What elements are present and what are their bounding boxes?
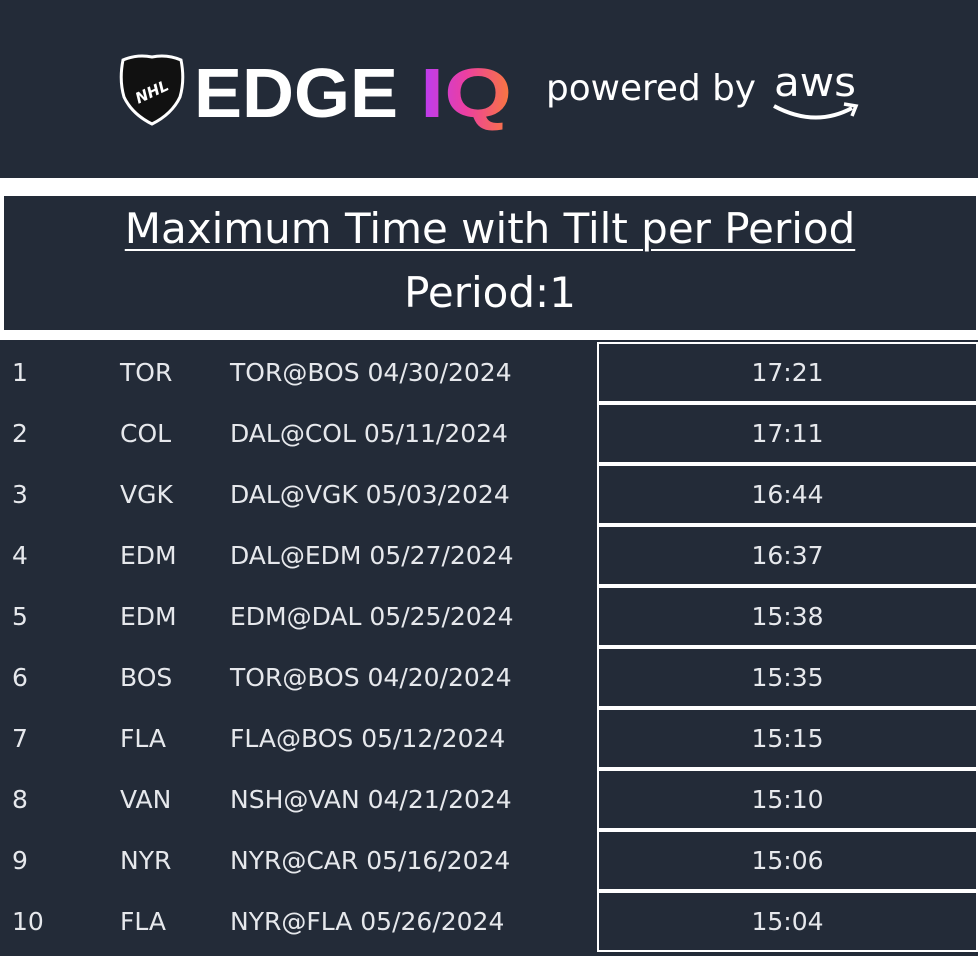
table: 1 TOR TOR@BOS 04/30/2024 17:21 2 COL DAL@COL 0… <box>0 340 978 956</box>
rank: 7 <box>12 724 28 753</box>
table-row: 9 NYR NYR@CAR 05/16/2024 15:06 <box>0 830 978 891</box>
team: EDM <box>120 541 177 570</box>
rank: 5 <box>12 602 28 631</box>
time: 15:04 <box>751 907 824 936</box>
table-row: 1 TOR TOR@BOS 04/30/2024 17:21 <box>0 342 978 403</box>
game: FLA@BOS 05/12/2024 <box>230 724 506 753</box>
table-row: 4 EDM DAL@EDM 05/27/2024 16:37 <box>0 525 978 586</box>
powered-by: powered by <box>546 68 756 109</box>
game: DAL@COL 05/11/2024 <box>230 419 508 448</box>
rank: 9 <box>12 846 28 875</box>
time: 15:35 <box>751 663 824 692</box>
table-row: 6 BOS TOR@BOS 04/20/2024 15:35 <box>0 647 978 708</box>
header-logos: NHL EDGE IQ powered by aws <box>119 54 859 132</box>
game: TOR@BOS 04/20/2024 <box>230 663 512 692</box>
time-cell: 16:37 <box>597 525 978 586</box>
brand-text: EDGE <box>194 54 398 132</box>
game: NYR@CAR 05/16/2024 <box>230 846 511 875</box>
team: FLA <box>120 907 166 936</box>
aws-text: aws <box>774 60 856 106</box>
rank: 6 <box>12 663 28 692</box>
time-cell: 17:11 <box>597 403 978 464</box>
time: 15:06 <box>751 846 824 875</box>
time: 15:38 <box>751 602 824 631</box>
time-cell: 17:21 <box>597 342 978 403</box>
time: 17:11 <box>751 419 824 448</box>
table-row: 2 COL DAL@COL 05/11/2024 17:11 <box>0 403 978 464</box>
time: 15:10 <box>751 785 824 814</box>
time: 16:37 <box>751 541 824 570</box>
time-cell: 15:06 <box>597 830 978 891</box>
time-cell: 15:10 <box>597 769 978 830</box>
table-row: 8 VAN NSH@VAN 04/21/2024 15:10 <box>0 769 978 830</box>
time-cell: 15:04 <box>597 891 978 952</box>
rank: 2 <box>12 419 28 448</box>
table-row: 7 FLA FLA@BOS 05/12/2024 15:15 <box>0 708 978 769</box>
time: 15:15 <box>751 724 824 753</box>
brand-accent: IQ <box>420 54 512 132</box>
game: TOR@BOS 04/30/2024 <box>230 358 512 387</box>
time: 17:21 <box>751 358 824 387</box>
team: VAN <box>120 785 172 814</box>
aws-arrow <box>843 102 859 117</box>
rank: 10 <box>12 907 44 936</box>
aws-smile <box>773 104 853 120</box>
rank: 3 <box>12 480 28 509</box>
header: NHL EDGE IQ powered by aws <box>0 0 978 178</box>
title-box: Maximum Time with Tilt per Period Period… <box>4 196 976 330</box>
game: NSH@VAN 04/21/2024 <box>230 785 512 814</box>
table-row: 5 EDM EDM@DAL 05/25/2024 15:38 <box>0 586 978 647</box>
rank: 4 <box>12 541 28 570</box>
time: 16:44 <box>751 480 824 509</box>
time-cell: 15:38 <box>597 586 978 647</box>
team: TOR <box>120 358 173 387</box>
team: BOS <box>120 663 173 692</box>
team: VGK <box>120 480 173 509</box>
subtitle: Period:1 <box>404 268 576 317</box>
rank: 1 <box>12 358 28 387</box>
rank: 8 <box>12 785 28 814</box>
game: DAL@VGK 05/03/2024 <box>230 480 510 509</box>
team: EDM <box>120 602 177 631</box>
team: COL <box>120 419 172 448</box>
time-cell: 15:35 <box>597 647 978 708</box>
nhl-shield <box>119 54 185 126</box>
title: Maximum Time with Tilt per Period <box>124 204 856 253</box>
team: NYR <box>120 846 172 875</box>
game: DAL@EDM 05/27/2024 <box>230 541 514 570</box>
game: NYR@FLA 05/26/2024 <box>230 907 505 936</box>
table-row: 10 FLA NYR@FLA 05/26/2024 15:04 <box>0 891 978 952</box>
table-row: 3 VGK DAL@VGK 05/03/2024 16:44 <box>0 464 978 525</box>
team: FLA <box>120 724 166 753</box>
time-cell: 15:15 <box>597 708 978 769</box>
time-cell: 16:44 <box>597 464 978 525</box>
game: EDM@DAL 05/25/2024 <box>230 602 514 631</box>
